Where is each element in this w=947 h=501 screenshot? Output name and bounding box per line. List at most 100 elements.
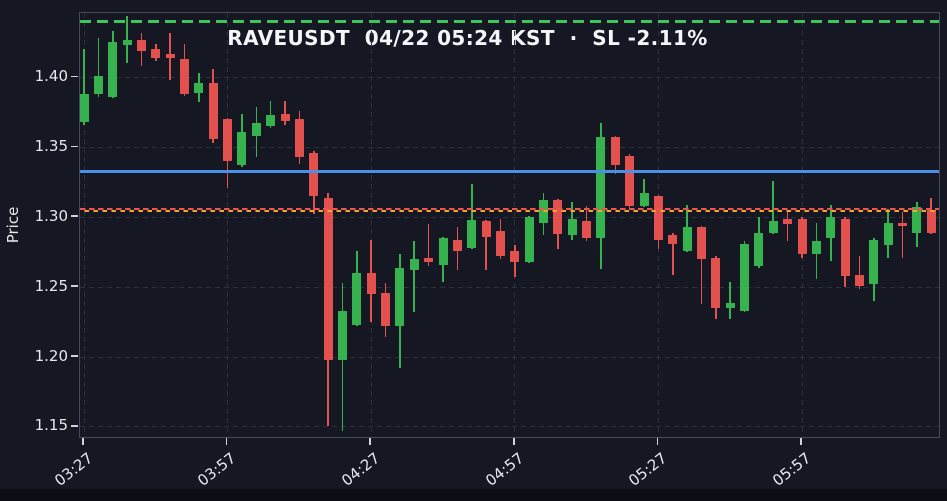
candle-body	[452, 239, 462, 251]
x-tick-label: 05:27	[625, 449, 671, 490]
v-gridline	[370, 13, 372, 437]
candle-body	[122, 39, 132, 46]
stop-loss-line-secondary	[80, 209, 939, 212]
candle-wick	[901, 211, 904, 258]
candle-wick	[786, 210, 789, 241]
candle-wick	[97, 38, 100, 97]
candle-body	[582, 221, 592, 239]
candle-body	[840, 218, 850, 276]
candle-body	[826, 217, 836, 239]
h-gridline	[80, 356, 939, 358]
candle-wick	[729, 281, 731, 320]
candle-body	[136, 39, 146, 51]
candle-wick	[269, 101, 272, 128]
candle-wick	[700, 225, 703, 304]
candle-body	[495, 231, 505, 257]
candle-body	[251, 123, 261, 137]
x-tick-mark	[800, 438, 802, 445]
candle-body	[151, 49, 161, 58]
x-tick-mark	[82, 438, 84, 445]
candle-body	[93, 75, 103, 95]
candle-wick	[671, 232, 674, 275]
y-tick-label: 1.25	[34, 276, 68, 295]
x-tick-label: 03:27	[50, 449, 97, 490]
x-tick-mark	[513, 438, 515, 445]
footer-strip	[0, 489, 947, 501]
candle-body	[725, 302, 735, 309]
y-tick-mark	[71, 145, 78, 147]
candle-body	[912, 207, 922, 233]
candle-body	[352, 273, 362, 325]
candle-body	[79, 94, 89, 123]
candle-body	[768, 221, 778, 233]
candle-body	[294, 119, 304, 158]
candle-body	[108, 42, 118, 97]
y-axis-label: Price	[4, 206, 22, 244]
candle-body	[467, 219, 477, 248]
candle-body	[524, 217, 534, 262]
candle-body	[711, 257, 721, 309]
candle-body	[223, 119, 233, 162]
x-tick-label: 04:57	[481, 449, 527, 490]
candle-body	[180, 59, 190, 95]
candle-wick	[858, 256, 861, 289]
chart-title: RAVEUSDT 04/22 05:24 KST · SL -2.11%	[227, 26, 708, 50]
candle-body	[625, 155, 635, 206]
candle-wick	[284, 101, 286, 125]
candle-body	[682, 226, 692, 251]
candle-body	[740, 243, 750, 311]
stop-loss-line	[80, 207, 939, 210]
high-line	[80, 20, 939, 23]
y-tick-label: 1.35	[34, 136, 68, 155]
candle-body	[309, 152, 319, 197]
candle-body	[266, 115, 276, 127]
x-tick-label: 04:27	[338, 449, 384, 490]
candle-body	[165, 53, 175, 58]
x-tick-mark	[656, 438, 659, 445]
candle-body	[668, 235, 678, 244]
h-gridline	[80, 426, 939, 428]
candle-body	[208, 82, 218, 139]
y-tick-mark	[71, 285, 78, 287]
x-tick-mark	[225, 438, 228, 445]
candle-body	[926, 210, 936, 233]
x-tick-label: 05:57	[768, 449, 815, 490]
candle-body	[381, 292, 391, 327]
v-gridline	[227, 13, 229, 437]
candle-body	[337, 310, 347, 360]
candle-body	[481, 221, 491, 237]
y-tick-mark	[71, 425, 78, 427]
candle-body	[237, 131, 247, 166]
candle-wick	[83, 49, 85, 125]
x-tick-label: 03:57	[194, 449, 240, 490]
candle-wick	[470, 183, 473, 250]
v-gridline	[514, 13, 516, 437]
candle-wick	[485, 219, 487, 271]
y-tick-mark	[71, 355, 78, 357]
candle-body	[366, 273, 376, 295]
candle-body	[438, 238, 448, 265]
candle-body	[653, 196, 663, 240]
candle-body	[280, 113, 290, 121]
entry-line	[80, 170, 939, 173]
y-tick-label: 1.15	[34, 416, 68, 435]
h-gridline	[80, 286, 939, 288]
candle-body	[323, 197, 333, 360]
candle-wick	[427, 224, 430, 267]
y-tick-mark	[71, 215, 78, 217]
candle-body	[854, 274, 864, 286]
h-gridline	[80, 146, 939, 148]
candle-body	[567, 218, 577, 236]
y-tick-label: 1.40	[34, 66, 68, 85]
y-tick-label: 1.20	[34, 346, 68, 365]
candle-body	[797, 218, 807, 254]
h-gridline	[80, 216, 939, 218]
x-tick-mark	[369, 438, 371, 445]
candle-body	[869, 239, 879, 285]
candle-body	[610, 137, 620, 166]
candle-body	[883, 222, 893, 246]
candle-body	[783, 218, 793, 225]
h-gridline	[80, 76, 939, 78]
candle-body	[639, 193, 649, 206]
